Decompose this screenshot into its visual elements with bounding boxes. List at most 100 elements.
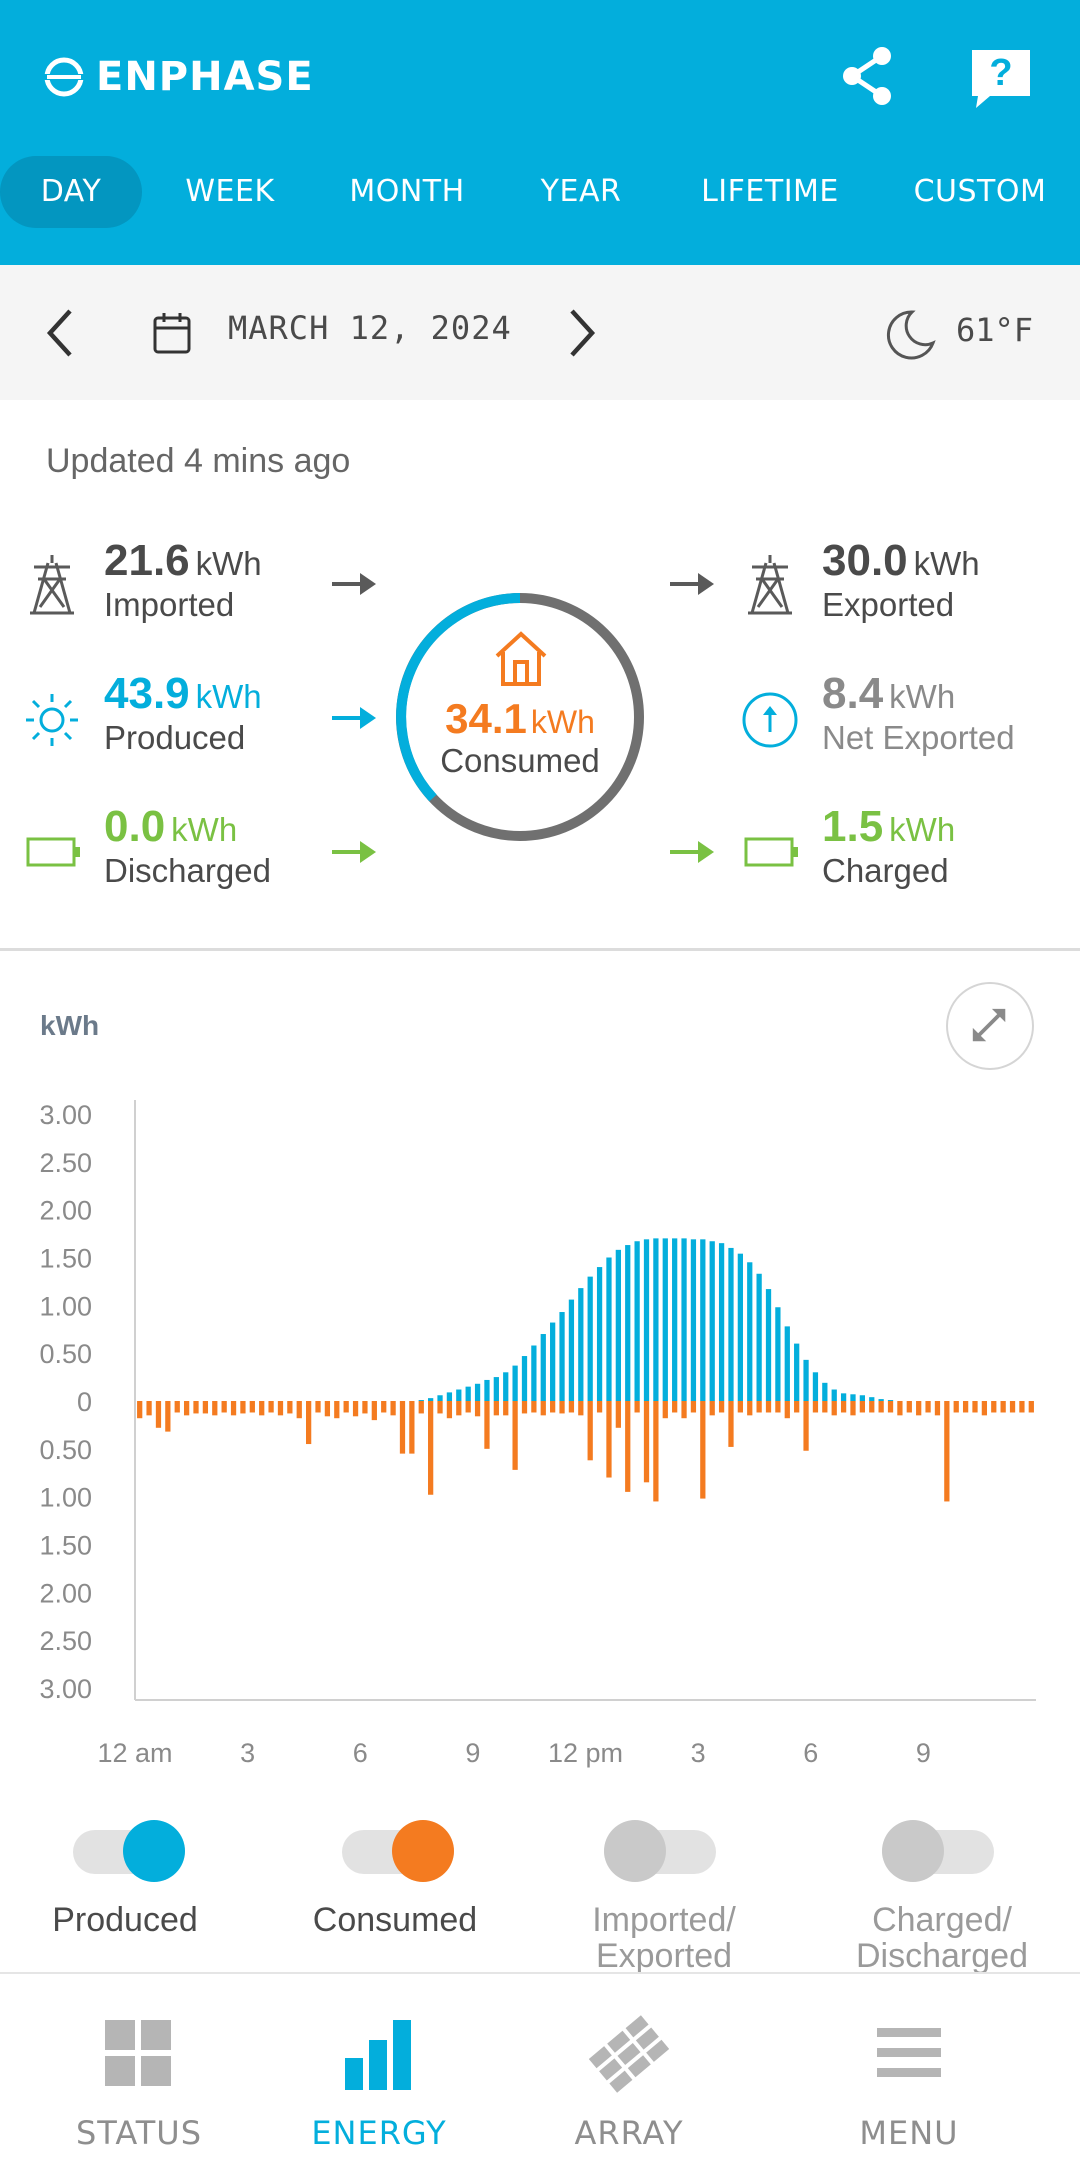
y-tick-label: 1.50 (39, 1244, 92, 1274)
brand-name: ENPHASE (96, 54, 314, 100)
produced-bar (446, 1392, 453, 1401)
consumed-bar (606, 1401, 612, 1478)
produced-bar (653, 1238, 659, 1401)
produced-bar (831, 1389, 837, 1401)
tab-custom[interactable]: CUSTOM (913, 174, 1047, 209)
net-exported-stat: 8.4 kWh Net Exported (822, 669, 1015, 757)
charged-discharged-toggle[interactable] (882, 1812, 994, 1890)
toggle-knob (604, 1820, 666, 1882)
consumed-bar (822, 1401, 828, 1413)
consumed-bar (840, 1401, 847, 1413)
arrow-right-icon (670, 573, 714, 595)
produced-bar (428, 1398, 434, 1401)
y-tick-label: 2.00 (39, 1578, 92, 1608)
imported-value: 21.6 (104, 536, 190, 585)
imported-exported-legend-label: Imported/ Exported (544, 1902, 784, 1974)
tab-week[interactable]: WEEK (185, 174, 275, 209)
produced-bar (794, 1343, 800, 1401)
help-button[interactable]: ? (968, 46, 1034, 112)
consumed-bar (446, 1401, 453, 1419)
enphase-logo-icon (44, 57, 84, 97)
consumed-bar (709, 1401, 715, 1416)
charged-stat: 1.5 kWh Charged (822, 802, 955, 890)
consumed-bar (587, 1401, 593, 1461)
produced-toggle[interactable] (73, 1812, 185, 1890)
produced-bar (747, 1262, 753, 1401)
produced-bar (803, 1359, 809, 1401)
produced-bar (662, 1238, 668, 1401)
produced-bar (540, 1334, 546, 1401)
nav-status[interactable]: STATUS (4, 1974, 274, 2169)
consumed-bar (944, 1401, 950, 1502)
toggle-knob (882, 1820, 944, 1882)
consumed-bar (503, 1401, 509, 1416)
exported-unit: kWh (913, 545, 980, 582)
sun-icon (26, 694, 78, 746)
consumed-bar (728, 1401, 734, 1447)
consumed-bar (897, 1401, 903, 1416)
consumed-bar (390, 1401, 396, 1416)
tab-month[interactable]: MONTH (349, 174, 465, 209)
legend-line-2: Exported (595, 1937, 733, 1975)
produced-bar (709, 1241, 715, 1401)
consumed-bar (1019, 1401, 1025, 1413)
tab-year[interactable]: YEAR (540, 174, 622, 209)
consumed-bar (1009, 1401, 1016, 1413)
y-tick-label: 0.50 (39, 1435, 92, 1465)
consumed-bar (700, 1401, 706, 1499)
consumed-stat: 34.1 kWh (393, 695, 647, 743)
produced-bar (578, 1288, 584, 1401)
produced-bar (869, 1397, 875, 1401)
nav-energy-label: ENERGY (311, 2114, 447, 2152)
consumed-bar (718, 1401, 725, 1413)
selected-date[interactable]: MARCH 12, 2024 (228, 309, 512, 347)
consumed-bar (916, 1401, 922, 1416)
produced-stat: 43.9 kWh Produced (104, 669, 262, 757)
consumed-bar (568, 1401, 575, 1413)
tab-day[interactable]: DAY (0, 156, 142, 228)
consumed-bar (183, 1401, 190, 1416)
consumed-label: Consumed (440, 742, 600, 779)
legend-line-1: Charged/ (872, 1901, 1012, 1939)
chevron-right-icon[interactable] (562, 305, 602, 361)
nav-status-label: STATUS (75, 2114, 203, 2152)
consumed-legend-label: Consumed (312, 1901, 478, 1939)
produced-bar (484, 1379, 490, 1401)
nav-menu[interactable]: MENU (774, 1974, 1044, 2169)
x-tick-label: 12 am (97, 1738, 172, 1768)
produced-bar (596, 1267, 603, 1401)
legend-line-2: Discharged (856, 1937, 1028, 1975)
consumed-bar (456, 1401, 462, 1416)
y-tick-label: 1.50 (39, 1531, 92, 1561)
produced-bar (559, 1312, 565, 1401)
charged-value: 1.5 (822, 802, 884, 851)
chevron-left-icon[interactable] (40, 305, 80, 361)
nav-array[interactable]: ARRAY (494, 1974, 764, 2169)
consumed-bar (268, 1401, 274, 1413)
consumed-toggle[interactable] (342, 1812, 454, 1890)
produced-value: 43.9 (104, 669, 190, 718)
produced-bar (512, 1365, 518, 1401)
consumed-bar (437, 1401, 443, 1414)
consumed-bar (559, 1401, 565, 1414)
calendar-icon[interactable] (152, 311, 192, 355)
produced-bar (672, 1238, 678, 1401)
consumed-bar (578, 1401, 584, 1416)
consumed-bar (324, 1401, 331, 1417)
y-tick-label: 0 (77, 1387, 92, 1417)
produced-bar (550, 1322, 556, 1401)
tab-lifetime[interactable]: LIFETIME (701, 174, 839, 209)
house-icon (495, 631, 547, 686)
produced-unit: kWh (195, 678, 262, 715)
expand-chart-button[interactable] (946, 982, 1034, 1070)
chart-bars (137, 1238, 1034, 1502)
consumed-bar (334, 1401, 340, 1419)
imported-label: Imported (104, 586, 235, 623)
nav-energy[interactable]: ENERGY (244, 1974, 514, 2169)
section-divider (0, 948, 1080, 951)
imported-exported-toggle[interactable] (604, 1812, 716, 1890)
produced-bar (643, 1239, 650, 1401)
share-icon[interactable] (838, 44, 898, 108)
produced-bar (465, 1386, 471, 1401)
consumed-bar (381, 1401, 387, 1413)
